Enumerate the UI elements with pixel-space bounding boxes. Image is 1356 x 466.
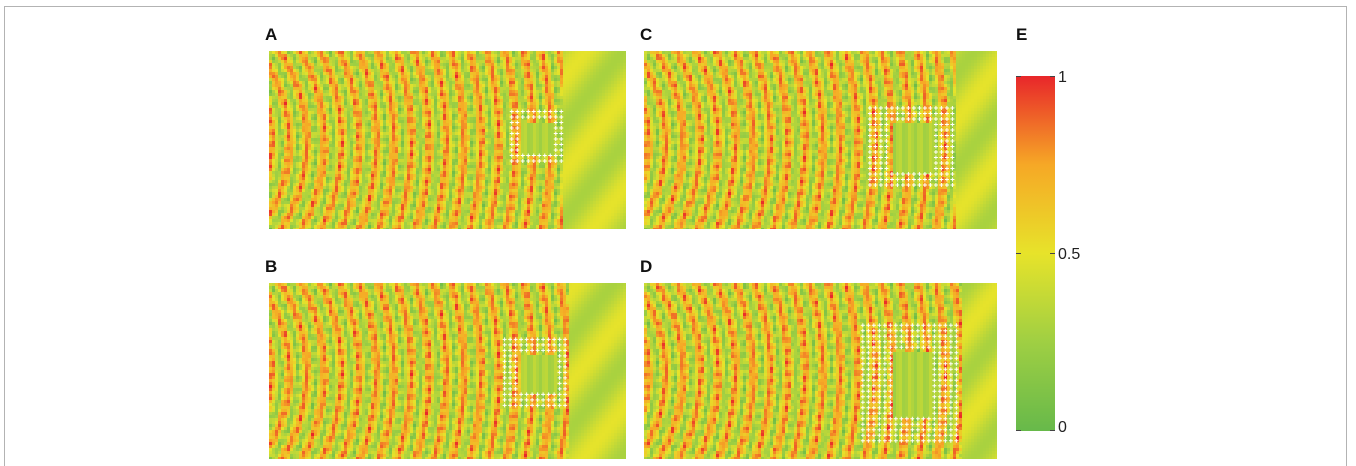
scatterer-array xyxy=(860,323,959,443)
panel-label-a: A xyxy=(265,25,277,45)
panel-label-c: C xyxy=(640,25,652,45)
scatterer-array xyxy=(867,105,955,187)
panel-label-d: D xyxy=(640,257,652,277)
colorbar xyxy=(1016,76,1055,431)
panel-label-b: B xyxy=(265,257,277,277)
figure-frame xyxy=(4,6,1347,466)
colorbar-tick-min: 0 xyxy=(1058,420,1067,436)
scatterer-array xyxy=(509,109,564,164)
wave-field-panel-a xyxy=(269,51,626,229)
colorbar-tick-mid: 0.5 xyxy=(1058,247,1080,263)
colorbar-gradient xyxy=(1016,76,1055,431)
wave-field-panel-d xyxy=(644,283,997,459)
scatterer-array xyxy=(502,337,568,408)
colorbar-tick-max: 1 xyxy=(1058,70,1067,86)
wave-field-panel-c xyxy=(644,51,997,229)
panel-label-e: E xyxy=(1016,25,1027,45)
wave-field-panel-b xyxy=(269,283,626,459)
